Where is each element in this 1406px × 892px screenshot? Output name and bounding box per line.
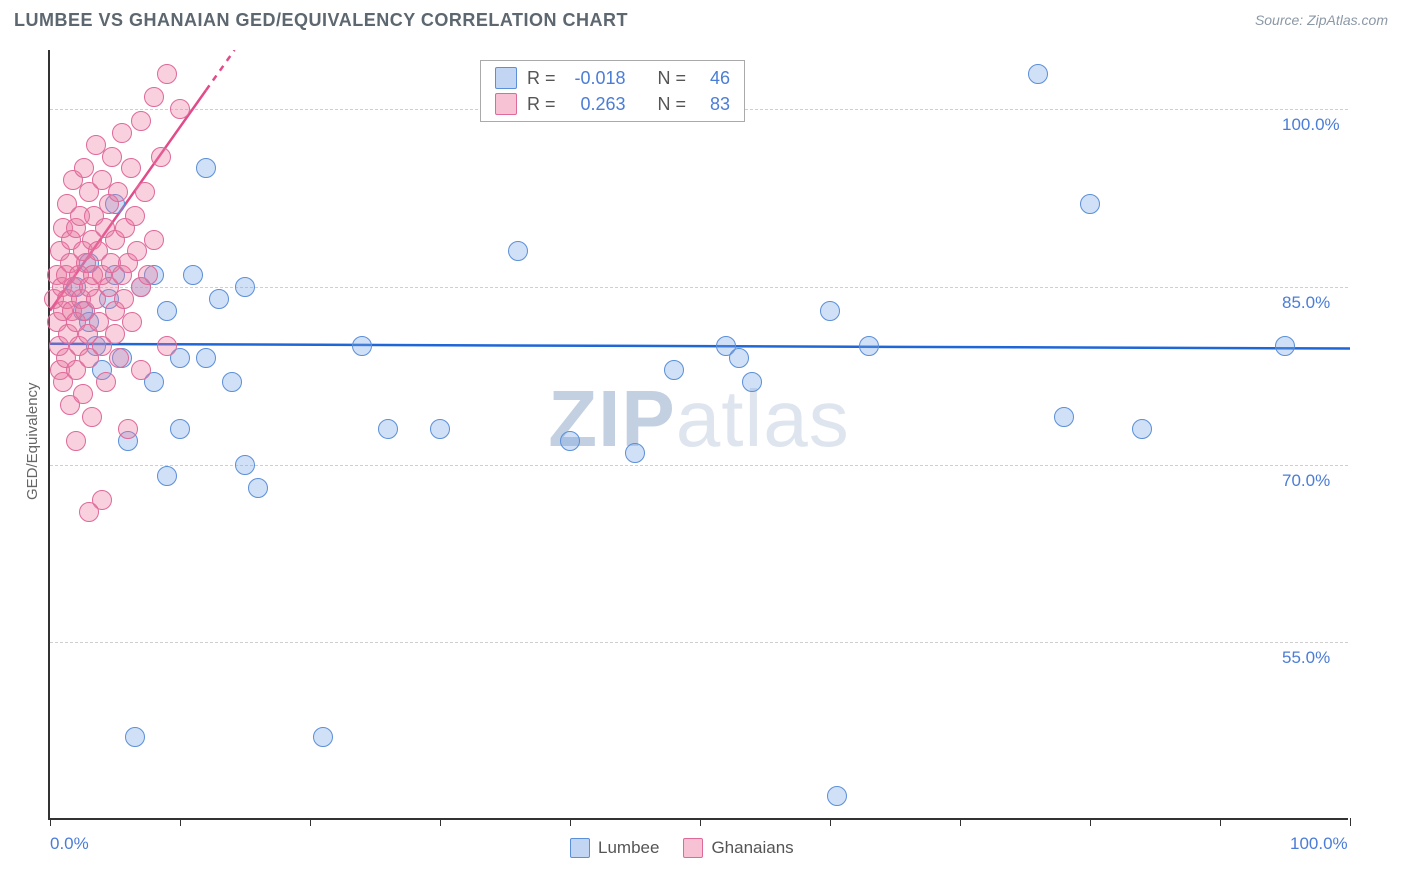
y-axis-label: GED/Equivalency <box>24 382 41 500</box>
data-point <box>82 407 102 427</box>
data-point <box>170 419 190 439</box>
data-point <box>96 372 116 392</box>
data-point <box>235 455 255 475</box>
data-point <box>664 360 684 380</box>
r-label: R = <box>527 68 556 89</box>
data-point <box>625 443 645 463</box>
data-point <box>170 99 190 119</box>
data-point <box>378 419 398 439</box>
data-point <box>79 502 99 522</box>
data-point <box>508 241 528 261</box>
data-point <box>122 312 142 332</box>
data-point <box>114 289 134 309</box>
data-point <box>313 727 333 747</box>
legend-swatch <box>683 838 703 858</box>
trend-lines <box>50 50 1350 820</box>
data-point <box>157 64 177 84</box>
data-point <box>135 182 155 202</box>
plot-area: ZIPatlas 55.0%70.0%85.0%100.0%0.0%100.0% <box>48 50 1348 820</box>
x-tick-label: 0.0% <box>50 834 89 854</box>
data-point <box>131 111 151 131</box>
data-point <box>1054 407 1074 427</box>
data-point <box>121 158 141 178</box>
legend-label: Lumbee <box>598 838 659 858</box>
data-point <box>183 265 203 285</box>
r-label: R = <box>527 94 556 115</box>
n-label: N = <box>658 68 687 89</box>
chart-title: LUMBEE VS GHANAIAN GED/EQUIVALENCY CORRE… <box>14 10 628 31</box>
data-point <box>235 277 255 297</box>
legend-item: Lumbee <box>570 838 659 858</box>
data-point <box>1028 64 1048 84</box>
data-point <box>352 336 372 356</box>
legend-row: R = -0.018 N = 46 <box>495 67 730 89</box>
data-point <box>196 348 216 368</box>
data-point <box>248 478 268 498</box>
data-point <box>827 786 847 806</box>
data-point <box>1080 194 1100 214</box>
data-point <box>127 241 147 261</box>
data-point <box>157 336 177 356</box>
data-point <box>1132 419 1152 439</box>
legend-item: Ghanaians <box>683 838 793 858</box>
legend-label: Ghanaians <box>711 838 793 858</box>
data-point <box>560 431 580 451</box>
legend-row: R = 0.263 N = 83 <box>495 93 730 115</box>
data-point <box>125 206 145 226</box>
data-point <box>859 336 879 356</box>
data-point <box>73 384 93 404</box>
data-point <box>157 466 177 486</box>
legend-swatch <box>570 838 590 858</box>
series-legend: Lumbee Ghanaians <box>570 838 794 858</box>
data-point <box>105 324 125 344</box>
correlation-legend: R = -0.018 N = 46 R = 0.263 N = 83 <box>480 60 745 122</box>
data-point <box>131 360 151 380</box>
data-point <box>138 265 158 285</box>
data-point <box>109 348 129 368</box>
n-value: 46 <box>696 68 730 89</box>
data-point <box>66 431 86 451</box>
data-point <box>151 147 171 167</box>
data-point <box>102 147 122 167</box>
data-point <box>74 158 94 178</box>
data-point <box>222 372 242 392</box>
data-point <box>144 87 164 107</box>
data-point <box>118 419 138 439</box>
x-tick <box>1350 818 1351 826</box>
legend-swatch <box>495 67 517 89</box>
r-value: 0.263 <box>566 94 626 115</box>
n-label: N = <box>658 94 687 115</box>
r-value: -0.018 <box>566 68 626 89</box>
data-point <box>108 182 128 202</box>
data-point <box>729 348 749 368</box>
x-tick-label: 100.0% <box>1290 834 1348 854</box>
n-value: 83 <box>696 94 730 115</box>
data-point <box>157 301 177 321</box>
data-point <box>742 372 762 392</box>
data-point <box>196 158 216 178</box>
legend-swatch <box>495 93 517 115</box>
data-point <box>820 301 840 321</box>
data-point <box>1275 336 1295 356</box>
data-point <box>112 123 132 143</box>
data-point <box>125 727 145 747</box>
source-label: Source: ZipAtlas.com <box>1255 12 1388 28</box>
data-point <box>430 419 450 439</box>
data-point <box>209 289 229 309</box>
data-point <box>144 230 164 250</box>
